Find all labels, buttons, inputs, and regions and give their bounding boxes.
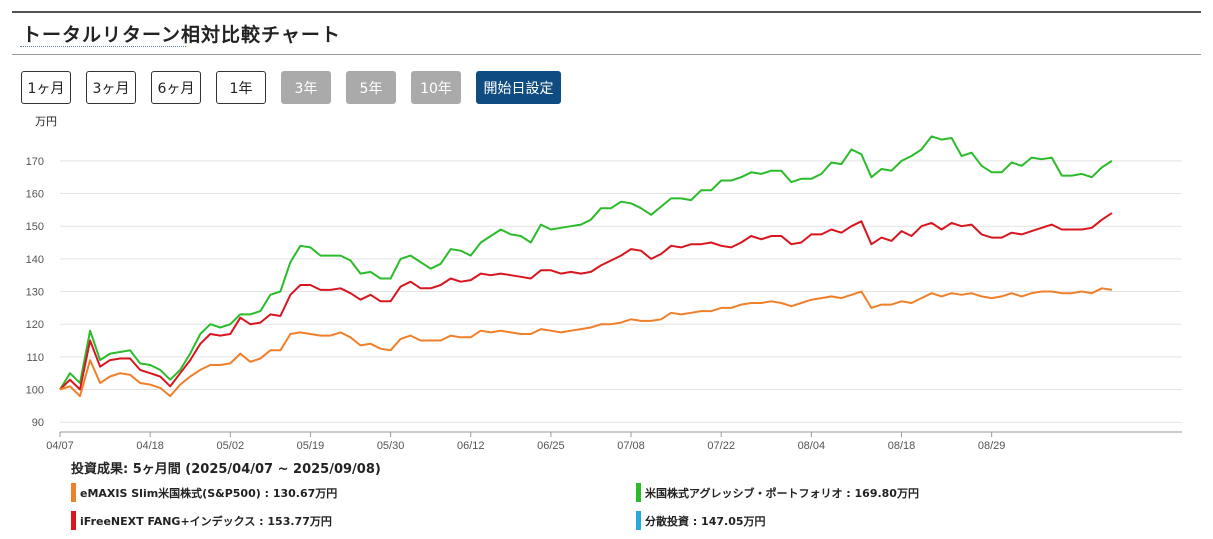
legend-label: 分散投資 : 147.05万円: [645, 514, 766, 528]
x-tick-label: 07/08: [617, 440, 645, 452]
x-tick-label: 06/25: [537, 440, 565, 452]
legend-swatch: [636, 511, 641, 530]
header-divider: [12, 54, 1201, 55]
result-title: 投資成果: 5ヶ月間 (2025/04/07 ~ 2025/09/08): [71, 462, 381, 477]
y-tick-label: 170: [26, 156, 44, 168]
legend-label: iFreeNEXT FANG+インデックス : 153.77万円: [80, 514, 332, 528]
x-tick-label: 08/04: [798, 440, 826, 452]
legend-swatch: [636, 483, 641, 502]
legend-item-diversified: 分散投資 : 147.05万円: [636, 511, 766, 530]
y-tick-label: 140: [26, 254, 44, 266]
y-tick-label: 160: [26, 189, 44, 201]
x-tick-label: 06/12: [457, 440, 485, 452]
period-button-3m[interactable]: 3ヶ月: [86, 71, 136, 104]
x-tick-label: 05/19: [297, 440, 325, 452]
title-underline: [20, 46, 186, 47]
legend-swatch: [71, 483, 76, 502]
series-line-0: [59, 135, 1113, 391]
x-tick-label: 05/30: [377, 440, 405, 452]
x-tick-label: 07/22: [707, 440, 735, 452]
top-rule: [12, 11, 1201, 13]
x-tick-label: 08/29: [978, 440, 1006, 452]
start-date-button[interactable]: 開始日設定: [476, 71, 561, 104]
y-tick-label: 110: [26, 352, 44, 364]
legend-item-aggressive: 米国株式アグレッシブ・ポートフォリオ : 169.80万円: [636, 483, 919, 502]
legend-item-fang: iFreeNEXT FANG+インデックス : 153.77万円: [71, 511, 332, 530]
y-tick-label: 150: [26, 221, 44, 233]
period-button-6m[interactable]: 6ヶ月: [151, 71, 201, 104]
chart-grid: [60, 160, 1182, 433]
chart-series: [59, 135, 1113, 398]
y-tick-label: 130: [26, 287, 44, 299]
period-button-3y[interactable]: 3年: [281, 71, 331, 104]
legend-swatch: [71, 511, 76, 530]
y-tick-label: 120: [26, 319, 44, 331]
x-axis-ticks: 04/07 04/18 05/02 05/19 05/30 06/12 06/25 07/08…: [46, 432, 1005, 452]
series-line-1: [59, 212, 1113, 391]
x-tick-label: 05/02: [217, 440, 245, 452]
y-tick-label: 100: [26, 385, 44, 397]
x-tick-label: 04/07: [46, 440, 74, 452]
page-title: トータルリターン相対比較チャート: [22, 24, 341, 46]
period-button-5y[interactable]: 5年: [346, 71, 396, 104]
y-axis-unit-label: 万円: [35, 115, 57, 128]
x-tick-label: 04/18: [136, 440, 164, 452]
x-tick-label: 08/18: [888, 440, 916, 452]
series-line-2: [59, 287, 1113, 398]
legend-item-sp500: eMAXIS Slim米国株式(S&P500) : 130.67万円: [71, 483, 337, 502]
period-button-1y[interactable]: 1年: [216, 71, 266, 104]
period-button-10y[interactable]: 10年: [411, 71, 461, 104]
legend-label: eMAXIS Slim米国株式(S&P500) : 130.67万円: [80, 486, 338, 500]
y-tick-label: 90: [32, 417, 44, 429]
legend-label: 米国株式アグレッシブ・ポートフォリオ : 169.80万円: [645, 486, 919, 500]
period-button-1m[interactable]: 1ヶ月: [21, 71, 71, 104]
y-axis-ticks: 90 100 110 120 130 140 150 160 170: [26, 156, 44, 429]
